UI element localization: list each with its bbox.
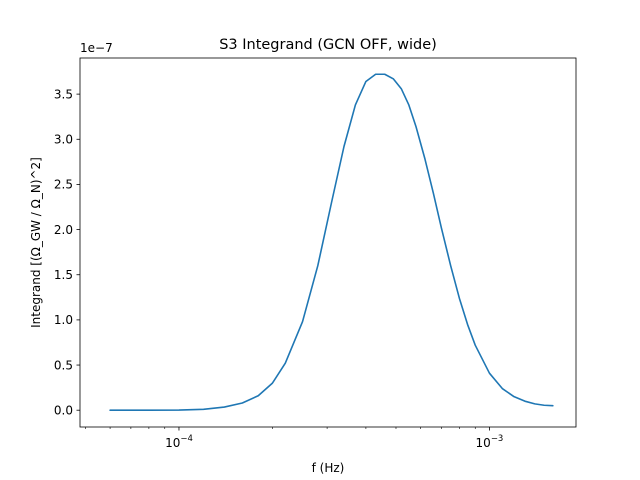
y-tick-label: 2.0: [54, 223, 73, 237]
y-tick-label: 1.5: [54, 268, 73, 282]
x-axis-label: f (Hz): [312, 461, 345, 475]
y-tick-label: 0.5: [54, 358, 73, 372]
plot-area: [80, 58, 576, 427]
chart-title: S3 Integrand (GCN OFF, wide): [219, 37, 437, 53]
y-tick-label: 2.5: [54, 178, 73, 192]
plot-frame: [79, 57, 577, 428]
y-tick-label: 3.0: [54, 133, 73, 147]
y-tick-label: 3.5: [54, 87, 73, 101]
y-axis-label: Integrand [(Ω_GW / Ω_N)^2]: [29, 157, 43, 328]
y-offset-label: 1e−7: [80, 41, 113, 55]
x-tick-label: 10−4: [165, 434, 193, 450]
x-tick-label: 10−3: [476, 434, 504, 450]
series-layer: [109, 73, 554, 412]
y-tick-label: 1.0: [54, 313, 73, 327]
ticks-layer: 10−4 10−3 0.0 0.5 1.0 1.5 2.0 2.5 3.0 3.5: [54, 87, 503, 450]
y-tick-label: 0.0: [54, 404, 73, 418]
series-line: [109, 73, 554, 412]
